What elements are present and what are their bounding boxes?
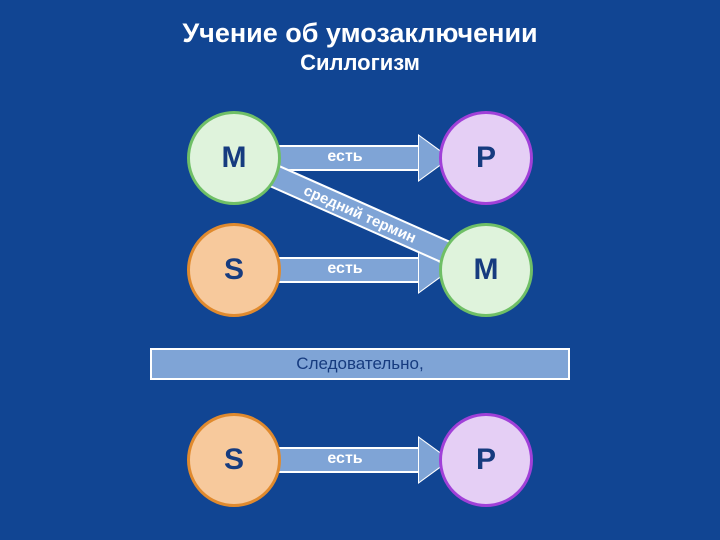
page-subtitle: Силлогизм — [0, 50, 720, 76]
node-P2: P — [439, 413, 533, 507]
node-S1: S — [187, 223, 281, 317]
node-M2: M — [439, 223, 533, 317]
node-S2: S — [187, 413, 281, 507]
arrow-label-a1: есть — [271, 148, 419, 166]
diagram-stage: Учение об умозаключенииСиллогизм есть есть… — [0, 0, 720, 540]
node-P1: P — [439, 111, 533, 205]
therefore-box: Следовательно, — [150, 348, 570, 380]
arrow-label-a2: есть — [271, 260, 419, 278]
arrow-label-a3: есть — [271, 450, 419, 468]
page-title: Учение об умозаключении — [0, 18, 720, 49]
node-M1: M — [187, 111, 281, 205]
